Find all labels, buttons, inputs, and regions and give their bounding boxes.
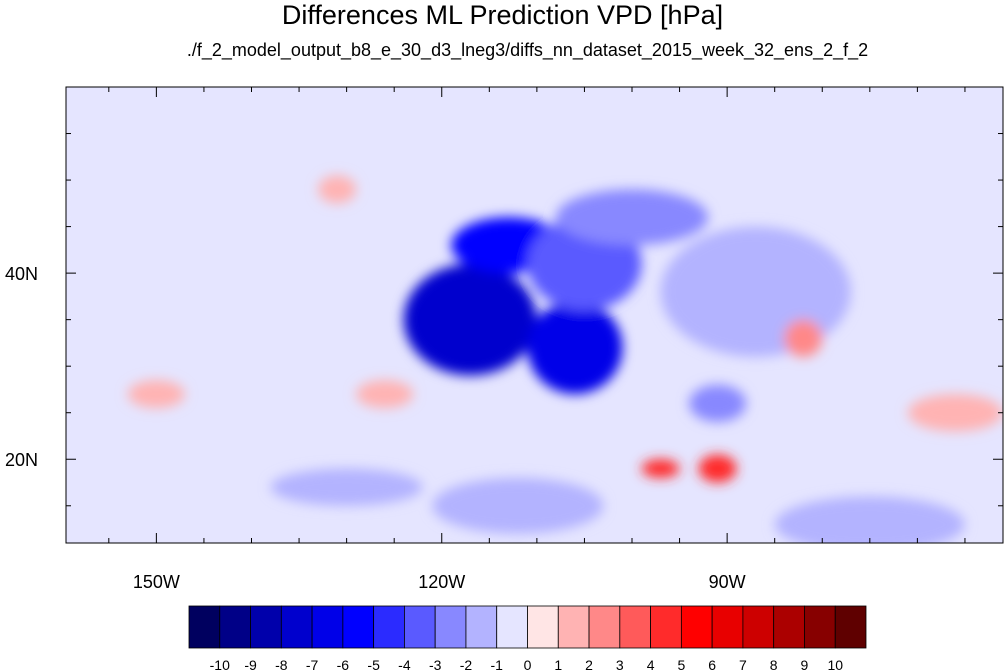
- colorbar-label: 0: [524, 657, 532, 672]
- colorbar-label: -10: [210, 657, 230, 672]
- colorbar-box: [434, 605, 467, 649]
- map-region: [784, 319, 823, 357]
- colorbar: -10 -9 -8 -7 -6 -5 -4 -3 -2 -1 0 1 2 3 4 5 6 7 8 9 10: [188, 605, 867, 672]
- colorbar-label: 2: [585, 657, 593, 672]
- y-tick-label: 40N: [5, 264, 38, 284]
- map-region: [907, 394, 1003, 432]
- map-region: [641, 459, 680, 478]
- map-axes: 150W 120W 90W 40N 20N: [5, 87, 1003, 592]
- colorbar-box: [834, 605, 867, 649]
- map-regions: [127, 175, 1003, 543]
- colorbar-box: [404, 605, 436, 649]
- map-region: [318, 175, 357, 204]
- map-region: [270, 468, 423, 506]
- map-field: [66, 87, 1003, 543]
- colorbar-label: -5: [367, 657, 380, 672]
- colorbar-box: [188, 605, 221, 649]
- colorbar-box: [742, 605, 775, 649]
- colorbar-label: 6: [708, 657, 716, 672]
- map-region: [689, 384, 747, 423]
- colorbar-label: -3: [429, 657, 442, 672]
- colorbar-box: [773, 605, 805, 649]
- colorbar-label: 5: [677, 657, 685, 672]
- chart-title: Differences ML Prediction VPD [hPa]: [281, 0, 724, 30]
- colorbar-box: [496, 605, 528, 649]
- map-region: [432, 477, 604, 534]
- colorbar-box: [465, 605, 498, 649]
- colorbar-label: 8: [770, 657, 778, 672]
- colorbar-label: -7: [306, 657, 319, 672]
- colorbar-label: 10: [827, 657, 843, 672]
- colorbar-box: [711, 605, 744, 649]
- map-region: [698, 454, 737, 483]
- chart-subtitle: ./f_2_model_output_b8_e_30_d3_lneg3/diff…: [186, 40, 869, 60]
- map-region: [555, 189, 709, 246]
- colorbar-box: [804, 605, 836, 649]
- colorbar-label: 9: [801, 657, 809, 672]
- map-region: [356, 380, 414, 409]
- colorbar-label: -1: [491, 657, 504, 672]
- colorbar-label: 7: [739, 657, 747, 672]
- colorbar-box: [557, 605, 590, 649]
- colorbar-box: [588, 605, 621, 649]
- colorbar-label: 4: [647, 657, 655, 672]
- colorbar-box: [619, 605, 651, 649]
- colorbar-box: [219, 605, 251, 649]
- map-plot-area: [65, 86, 1004, 544]
- x-tick-label: 150W: [133, 572, 180, 592]
- x-tick-label: 90W: [709, 572, 746, 592]
- colorbar-label: 1: [554, 657, 562, 672]
- colorbar-label: -6: [337, 657, 350, 672]
- colorbar-box: [250, 605, 282, 649]
- x-tick-label: 120W: [418, 572, 465, 592]
- map-region: [527, 301, 623, 395]
- colorbar-box: [527, 605, 559, 649]
- colorbar-box: [680, 605, 713, 649]
- colorbar-box: [311, 605, 344, 649]
- map-region: [127, 380, 185, 409]
- colorbar-label: -2: [460, 657, 473, 672]
- y-tick-label: 20N: [5, 450, 38, 470]
- colorbar-box: [342, 605, 375, 649]
- colorbar-label: -9: [244, 657, 257, 672]
- colorbar-label: -8: [275, 657, 288, 672]
- colorbar-box: [650, 605, 682, 649]
- colorbar-label: 3: [616, 657, 624, 672]
- map-region: [403, 263, 537, 376]
- colorbar-box: [373, 605, 405, 649]
- colorbar-box: [280, 605, 313, 649]
- colorbar-label: -4: [398, 657, 411, 672]
- map-region: [660, 226, 851, 357]
- map-frame: [65, 86, 1004, 544]
- map-region: [774, 496, 965, 543]
